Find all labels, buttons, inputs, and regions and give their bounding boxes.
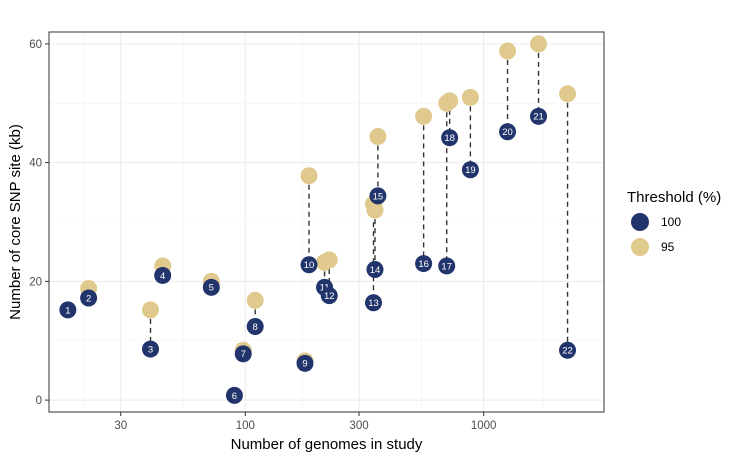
point-95-study-3 — [142, 301, 160, 319]
point-label-17: 17 — [441, 261, 452, 272]
point-label-21: 21 — [533, 112, 544, 123]
point-label-19: 19 — [465, 165, 476, 176]
x-axis-ticks: 30 100 300 1000 — [114, 412, 496, 432]
point-label-3: 3 — [148, 344, 153, 355]
legend-label-100: 100 — [661, 215, 681, 229]
point-label-15: 15 — [373, 191, 384, 202]
point-100-study-1 — [59, 301, 77, 319]
point-100-study-3 — [142, 340, 160, 358]
point-label-16: 16 — [418, 259, 429, 270]
point-95-study-16 — [415, 107, 433, 125]
point-label-5: 5 — [209, 283, 214, 294]
point-95-study-18 — [441, 92, 459, 110]
point-label-13: 13 — [368, 298, 379, 309]
point-100-study-18 — [441, 129, 459, 147]
point-95-study-19 — [461, 88, 479, 106]
point-100-study-12 — [320, 287, 338, 305]
point-95-study-12 — [320, 251, 338, 269]
point-95-study-20 — [499, 42, 517, 60]
panel-border — [48, 31, 605, 413]
point-label-18: 18 — [444, 133, 455, 144]
x-tick-label: 1000 — [471, 420, 497, 432]
point-95-study-8 — [246, 291, 264, 309]
point-100-study-6 — [225, 386, 243, 404]
threshold-95-points — [80, 35, 577, 370]
point-95-study-15 — [369, 128, 387, 145]
point-100-study-20 — [499, 123, 517, 141]
point-100-study-2 — [80, 289, 98, 307]
point-100-study-5 — [202, 278, 220, 296]
point-100-study-16 — [415, 255, 433, 273]
point-label-7: 7 — [241, 349, 246, 360]
y-tick-label: 20 — [29, 276, 42, 288]
y-axis-ticks: 0 20 40 60 — [29, 39, 49, 407]
point-100-study-21 — [530, 107, 548, 125]
point-100-study-10 — [300, 256, 318, 274]
point-label-12: 12 — [324, 291, 335, 302]
point-100-study-19 — [461, 161, 479, 179]
point-100-study-22 — [559, 341, 577, 359]
point-label-20: 20 — [502, 127, 513, 138]
minor-gridlines — [49, 32, 604, 412]
legend-title: Threshold (%) — [627, 189, 721, 206]
point-100-study-8 — [246, 318, 264, 335]
legend-label-95: 95 — [661, 240, 675, 254]
point-label-4: 4 — [160, 271, 165, 282]
point-label-10: 10 — [304, 260, 315, 271]
point-95-study-21 — [530, 35, 548, 53]
point-100-study-13 — [364, 294, 382, 312]
x-tick-label: 100 — [236, 420, 255, 432]
point-label-11: 11 — [320, 283, 330, 294]
y-tick-label: 60 — [29, 39, 42, 51]
x-tick-label: 300 — [349, 420, 368, 432]
point-label-1: 1 — [65, 305, 70, 316]
point-100-study-17 — [438, 257, 456, 275]
point-95-study-22 — [559, 85, 577, 103]
point-label-9: 9 — [302, 359, 307, 370]
point-100-study-7 — [234, 345, 252, 363]
point-label-14: 14 — [370, 265, 381, 276]
point-100-study-9 — [296, 354, 314, 372]
y-tick-label: 0 — [36, 395, 42, 407]
point-100-study-14 — [366, 261, 384, 278]
point-label-22: 22 — [562, 346, 573, 357]
point-100-study-4 — [154, 266, 172, 284]
point-label-6: 6 — [232, 391, 237, 402]
x-tick-label: 30 — [114, 420, 127, 432]
point-label-8: 8 — [253, 322, 258, 333]
x-axis-title: Number of genomes in study — [231, 436, 423, 453]
y-axis-title: Number of core SNP site (kb) — [7, 124, 24, 320]
legend-key-100 — [631, 213, 649, 231]
legend: Threshold (%) 100 95 — [627, 189, 721, 256]
legend-key-95 — [631, 238, 649, 256]
point-label-2: 2 — [86, 293, 91, 304]
point-95-study-14 — [366, 201, 384, 219]
y-tick-label: 40 — [29, 158, 42, 170]
point-100-study-15 — [369, 187, 387, 205]
point-95-study-10 — [300, 167, 318, 185]
